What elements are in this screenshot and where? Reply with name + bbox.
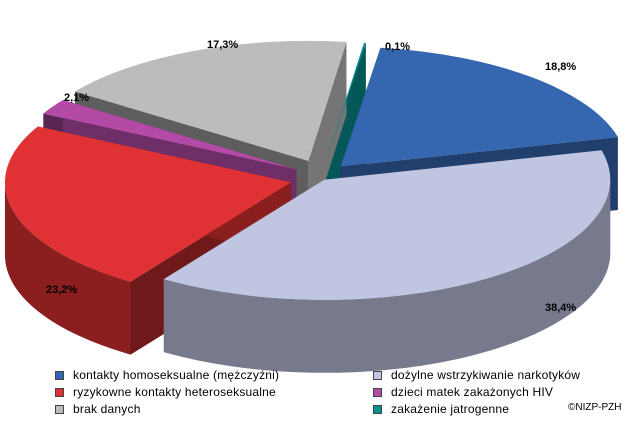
legend-swatch (373, 387, 382, 397)
legend-swatch (55, 387, 64, 397)
legend-item: kontakty homoseksualne (mężczyźni) (55, 367, 373, 383)
legend-item: dożylne wstrzykiwanie narkotyków (373, 367, 595, 383)
legend-label: zakażenie jatrogenne (391, 402, 510, 416)
slice-tops (4, 40, 618, 300)
legend-item: zakażenie jatrogenne (373, 401, 595, 417)
slice-labels: 18,8% 38,4% 23,2% 2,1% 17,3% 0,1% (46, 39, 576, 314)
legend-item: ryzykowne kontakty heteroseksualne (55, 384, 373, 400)
slice-percent-label: 17,3% (207, 39, 238, 51)
legend-item: dzieci matek zakażonych HIV (373, 384, 595, 400)
pie-slice (340, 47, 618, 167)
pie-slice (4, 126, 291, 282)
pie-slice (326, 42, 366, 162)
legend-label: kontakty homoseksualne (mężczyźni) (73, 368, 280, 382)
legend-swatch (373, 404, 382, 414)
slice-percent-label: 23,2% (46, 284, 77, 296)
slice-percent-label: 38,4% (545, 302, 576, 314)
pie-slice (43, 100, 297, 170)
legend-label: ryzykowne kontakty heteroseksualne (73, 385, 276, 399)
legend-swatch (55, 404, 64, 414)
legend-label: brak danych (73, 402, 141, 416)
legend-label: dzieci matek zakażonych HIV (391, 385, 554, 399)
slice-rim (163, 179, 611, 373)
slice-percent-label: 18,8% (545, 61, 576, 73)
copyright-notice: ©NIZP-PZH (568, 402, 622, 413)
legend-swatch (55, 370, 64, 380)
legend: kontakty homoseksualne (mężczyźni) dożyl… (55, 367, 595, 417)
pie-slice (163, 150, 611, 300)
legend-item: brak danych (55, 401, 373, 417)
slice-percent-label: 2,1% (64, 92, 89, 104)
legend-label: dożylne wstrzykiwanie narkotyków (391, 368, 581, 382)
slice-rim (4, 182, 131, 355)
pie-slice (75, 40, 347, 161)
legend-swatch (373, 370, 382, 380)
slice-percent-label: 0,1% (385, 41, 410, 53)
